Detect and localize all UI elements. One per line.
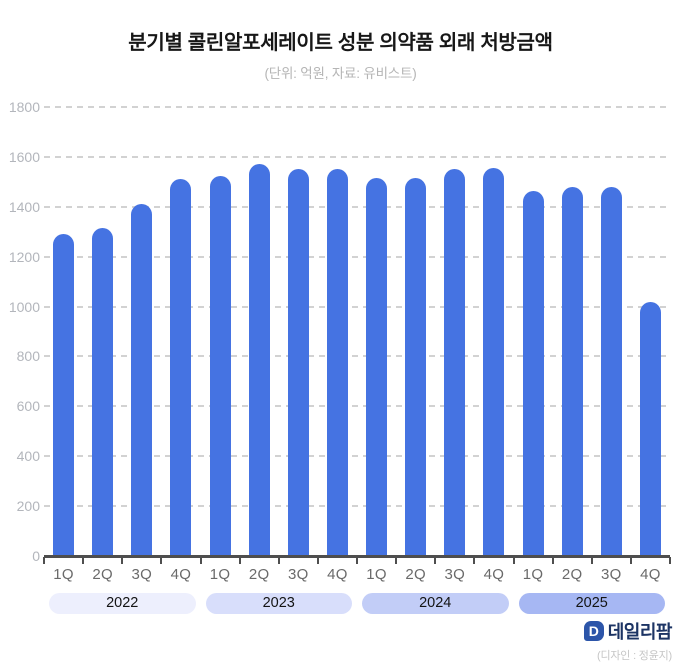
footer: D 데일리팜 (디자인 : 정윤지) <box>372 618 673 663</box>
dailypharm-d-icon: D <box>583 621 604 641</box>
x-axis-tick <box>160 557 163 564</box>
bar-2q-2022 <box>92 227 114 556</box>
x-axis-tick <box>629 557 632 564</box>
quarter-label-13: 1Q <box>522 566 544 583</box>
bar-3q-2023 <box>287 169 309 556</box>
x-axis-tick <box>473 557 476 564</box>
bar-4q-2023 <box>326 169 348 556</box>
quarter-label-14: 2Q <box>561 566 583 583</box>
x-axis-tick <box>395 557 398 564</box>
y-axis-label-1800: 1800 <box>8 99 40 115</box>
quarter-label-9: 1Q <box>366 566 387 583</box>
x-axis-tick <box>277 557 280 564</box>
gridline-200 <box>44 505 670 508</box>
gridline-1000 <box>44 305 670 308</box>
quarter-label-3: 3Q <box>131 566 153 583</box>
year-pill-2025: 2025 <box>518 593 665 614</box>
y-axis-label-600: 600 <box>16 398 40 415</box>
x-axis-tick <box>199 557 202 564</box>
bar-2q-2023 <box>248 164 270 556</box>
logo-text: 데일리팜 <box>607 622 673 642</box>
bar-2q-2025 <box>561 186 583 556</box>
x-axis-tick <box>356 557 358 564</box>
quarter-label-2: 2Q <box>92 566 113 583</box>
y-axis-label-200: 200 <box>16 498 40 515</box>
gridline-1800 <box>44 106 670 108</box>
bar-4q-2025 <box>639 301 661 556</box>
bar-4q-2024 <box>483 168 505 556</box>
dailypharm-logo: D 데일리팜 <box>372 618 673 644</box>
x-axis-tick <box>551 557 554 564</box>
bar-1q-2023 <box>209 175 231 556</box>
quarter-label-4: 4Q <box>170 566 192 583</box>
x-axis-tick <box>121 557 124 564</box>
gridline-1600 <box>44 155 670 158</box>
gridline-400 <box>44 455 670 458</box>
quarter-label-16: 4Q <box>640 566 661 583</box>
x-axis-tick <box>434 557 437 564</box>
bar-1q-2022 <box>53 234 75 556</box>
chart-title: 분기별 콜린알포세레이트 성분 의약품 외래 처방금액 <box>128 32 553 54</box>
y-axis-label-400: 400 <box>16 448 40 465</box>
bar-2q-2024 <box>405 178 427 556</box>
quarter-label-10: 2Q <box>405 566 426 583</box>
bar-3q-2025 <box>600 186 622 556</box>
quarter-label-7: 3Q <box>288 566 309 583</box>
quarter-label-15: 3Q <box>601 566 622 583</box>
quarter-label-1: 1Q <box>53 566 74 583</box>
x-axis-tick <box>82 557 85 564</box>
y-axis-label-1200: 1200 <box>8 248 40 265</box>
year-pill-2023: 2023 <box>205 593 352 614</box>
y-axis-label-1600: 1600 <box>8 148 40 165</box>
year-pill-2022: 2022 <box>49 593 196 614</box>
year-pill-2024: 2024 <box>362 593 509 614</box>
x-axis-tick <box>238 557 241 564</box>
bar-3q-2024 <box>444 169 466 556</box>
x-axis-tick <box>512 557 515 564</box>
quarter-label-11: 3Q <box>444 566 466 583</box>
y-axis-label-0: 0 <box>32 548 40 564</box>
gridline-1200 <box>44 255 670 258</box>
x-axis-tick <box>590 557 593 564</box>
quarter-label-6: 2Q <box>248 566 270 583</box>
x-axis-tick <box>316 557 319 564</box>
gridline-1400 <box>44 205 670 208</box>
gridline-800 <box>44 355 670 358</box>
bar-1q-2024 <box>366 178 388 556</box>
x-axis-tick <box>43 557 45 564</box>
y-axis-label-800: 800 <box>16 348 40 365</box>
bar-4q-2022 <box>170 179 192 556</box>
design-credit: (디자인 : 정윤지) <box>596 650 672 662</box>
x-axis-line <box>44 555 670 558</box>
chart-subtitle: (단위: 억원, 자료: 유비스트) <box>264 66 417 81</box>
gridline-600 <box>44 405 670 408</box>
bar-1q-2025 <box>522 190 544 556</box>
quarter-label-12: 4Q <box>483 566 505 583</box>
y-axis-label-1400: 1400 <box>8 198 40 215</box>
y-axis-label-1000: 1000 <box>8 298 40 315</box>
chart-header: 분기별 콜린알포세레이트 성분 의약품 외래 처방금액 (단위: 억원, 자료:… <box>0 26 681 82</box>
quarter-label-5: 1Q <box>209 566 231 583</box>
bar-3q-2022 <box>131 204 153 556</box>
x-axis-tick <box>669 557 671 564</box>
quarter-label-8: 4Q <box>327 566 348 583</box>
